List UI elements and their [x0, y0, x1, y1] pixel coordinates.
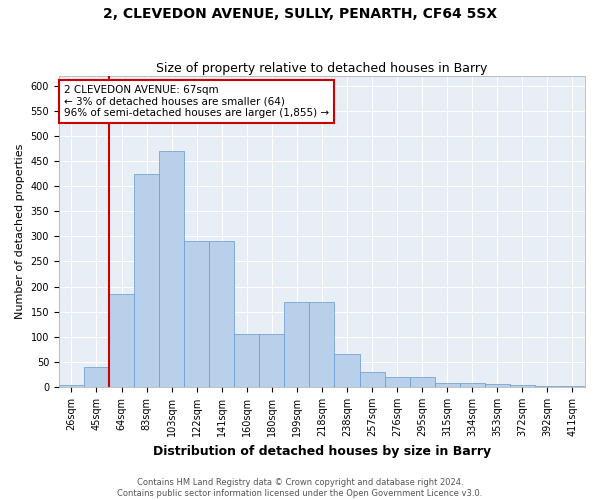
Text: 2, CLEVEDON AVENUE, SULLY, PENARTH, CF64 5SX: 2, CLEVEDON AVENUE, SULLY, PENARTH, CF64…: [103, 8, 497, 22]
Title: Size of property relative to detached houses in Barry: Size of property relative to detached ho…: [156, 62, 488, 74]
X-axis label: Distribution of detached houses by size in Barry: Distribution of detached houses by size …: [153, 444, 491, 458]
Text: Contains HM Land Registry data © Crown copyright and database right 2024.
Contai: Contains HM Land Registry data © Crown c…: [118, 478, 482, 498]
Bar: [560, 386, 585, 387]
Bar: [109, 294, 134, 387]
Bar: [510, 386, 535, 387]
Bar: [284, 302, 310, 387]
Bar: [460, 383, 485, 387]
Bar: [259, 334, 284, 387]
Bar: [159, 151, 184, 387]
Bar: [385, 377, 410, 387]
Text: 2 CLEVEDON AVENUE: 67sqm
← 3% of detached houses are smaller (64)
96% of semi-de: 2 CLEVEDON AVENUE: 67sqm ← 3% of detache…: [64, 85, 329, 118]
Bar: [310, 302, 334, 387]
Bar: [84, 367, 109, 387]
Bar: [234, 334, 259, 387]
Bar: [434, 383, 460, 387]
Bar: [134, 174, 159, 387]
Bar: [334, 354, 359, 387]
Y-axis label: Number of detached properties: Number of detached properties: [15, 144, 25, 319]
Bar: [184, 242, 209, 387]
Bar: [485, 384, 510, 387]
Bar: [209, 242, 234, 387]
Bar: [359, 372, 385, 387]
Bar: [59, 386, 84, 387]
Bar: [410, 377, 434, 387]
Bar: [535, 386, 560, 387]
